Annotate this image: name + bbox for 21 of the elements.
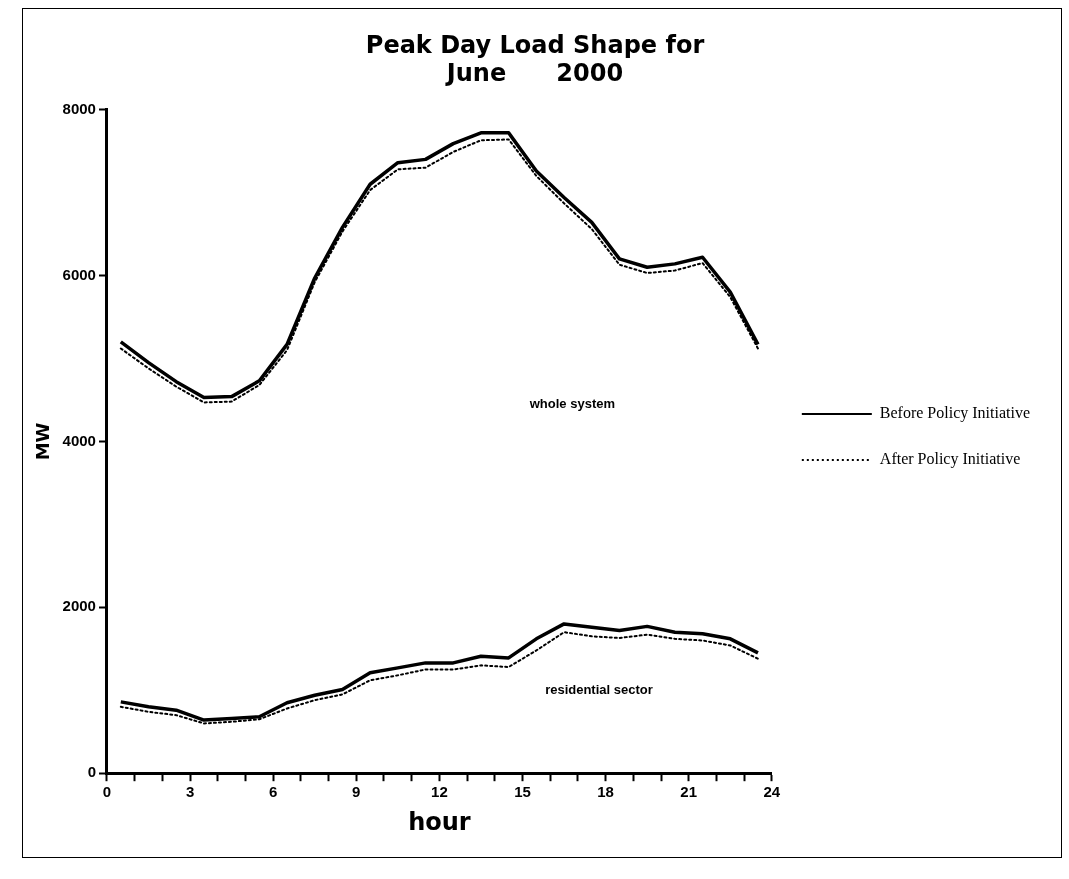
x-tick-label: 24 <box>763 783 781 801</box>
x-tick-label: 3 <box>185 783 195 801</box>
x-tick-label: 9 <box>352 783 361 801</box>
x-axis-title: hour <box>408 807 471 836</box>
y-tick-label: 8000 <box>62 99 96 117</box>
x-tick-label: 21 <box>680 783 698 801</box>
y-tick-label: 0 <box>87 763 96 781</box>
legend-label: After Policy Initiative <box>879 450 1021 469</box>
y-tick-label: 2000 <box>62 597 96 615</box>
annotation: residential sector <box>545 681 653 697</box>
x-tick-label: 15 <box>514 783 531 801</box>
x-tick-label: 0 <box>102 783 112 801</box>
y-axis-title: MW <box>32 422 54 461</box>
x-tick-label: 6 <box>269 783 278 801</box>
chart-title: Peak Day Load Shape for June 2000 <box>365 30 705 88</box>
x-tick-label: 12 <box>431 783 448 801</box>
legend-label: Before Policy Initiative <box>879 404 1031 423</box>
y-tick-label: 6000 <box>62 265 96 283</box>
annotation: whole system <box>528 396 615 412</box>
x-tick-label: 18 <box>597 783 614 801</box>
y-tick-label: 4000 <box>62 431 96 449</box>
